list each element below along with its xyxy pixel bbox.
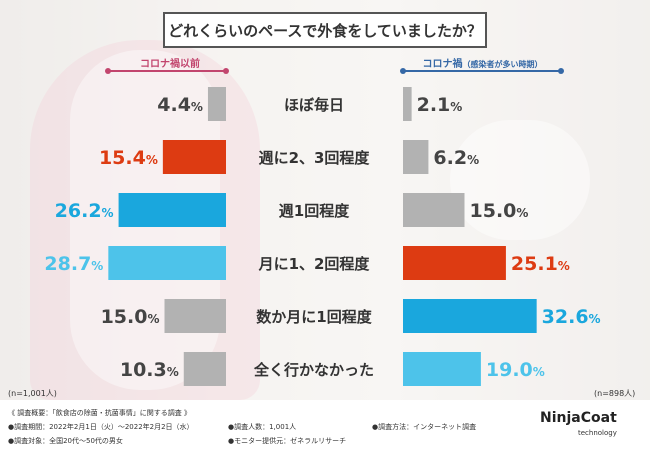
right-value-label: 25.1% (511, 253, 570, 275)
left-value-label: 15.4% (99, 147, 158, 169)
right-bar (403, 299, 537, 333)
left-value-label: 28.7% (44, 253, 103, 275)
right-sample-size: (n=898人) (594, 389, 636, 398)
right-header-main: コロナ禍 (422, 59, 463, 70)
left-bar (183, 352, 226, 386)
category-label: 数か月に1回程度 (256, 308, 372, 326)
right-bar (403, 246, 506, 280)
left-value-label: 10.3% (120, 359, 179, 381)
right-bar (403, 140, 429, 174)
butterfly-bar-chart: ほぼ毎日 4.4% 2.1% 週に2、3回程度 15.4% 6.2% 週1回程度 26.2% 1… (44, 87, 601, 386)
footnote-summary: 《 調査概要：「飲食店の除菌・抗菌事情」に関する調査 》 (8, 409, 191, 417)
left-bar (108, 246, 226, 280)
footnote-method: ●調査方法：インターネット調査 (372, 423, 477, 431)
category-label: 月に1、2回程度 (258, 255, 371, 273)
right-series-header: コロナ禍（感染者が多い時期） (405, 55, 560, 70)
right-bar (403, 352, 481, 386)
footnote-period: ●調査期間：2022年2月1日（火）〜2022年2月2日（水） (8, 423, 194, 431)
category-label: 週1回程度 (279, 202, 350, 220)
right-value-label: 19.0% (486, 359, 545, 381)
category-label: 全く行かなかった (253, 361, 374, 379)
category-label: 週に2、3回程度 (259, 149, 371, 167)
category-label: ほぼ毎日 (284, 96, 344, 114)
footer: 《 調査概要：「飲食店の除菌・抗菌事情」に関する調査 》 ●調査期間：2022年… (0, 400, 650, 450)
right-value-label: 6.2% (433, 147, 479, 169)
ninjacoat-logo: NinjaCoat technology (540, 410, 640, 440)
footnote-target: ●調査対象：全国20代〜50代の男女 (8, 437, 123, 445)
footnote-provider: ●モニター提供元：ゼネラルリサーチ (228, 437, 347, 445)
left-sample-size: (n=1,001人) (8, 389, 57, 398)
right-header-sub: （感染者が多い時期） (462, 60, 543, 69)
left-value-label: 26.2% (55, 200, 114, 222)
right-header-underline (400, 68, 564, 74)
left-bar (207, 87, 226, 121)
left-value-label: 15.0% (101, 306, 160, 328)
chart-title: どれくらいのペースで外食をしていましたか？ (163, 12, 487, 48)
right-bar (403, 87, 412, 121)
footnote-count: ●調査人数：1,001人 (228, 423, 297, 431)
right-value-label: 15.0% (470, 200, 529, 222)
logo-main: NinjaCoat (540, 410, 617, 426)
right-value-label: 32.6% (542, 306, 601, 328)
right-value-label: 2.1% (417, 94, 463, 116)
left-series-header: コロナ禍以前 (140, 59, 200, 70)
left-bar (118, 193, 226, 227)
left-bar (164, 299, 226, 333)
logo-sub: technology (578, 429, 617, 437)
right-bar (403, 193, 465, 227)
left-value-label: 4.4% (157, 94, 203, 116)
left-header-underline (105, 68, 229, 74)
background-overlay (0, 0, 650, 400)
left-bar (162, 140, 226, 174)
